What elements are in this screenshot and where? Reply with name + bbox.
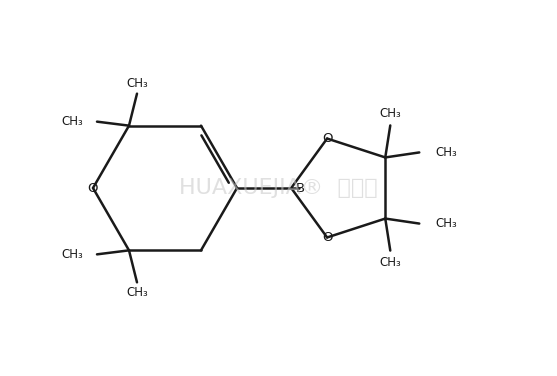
Text: CH₃: CH₃: [379, 107, 401, 120]
Text: CH₃: CH₃: [126, 286, 148, 299]
Text: HUAXUEJIA®  化学加: HUAXUEJIA® 化学加: [179, 178, 377, 198]
Text: CH₃: CH₃: [61, 248, 83, 261]
Text: O: O: [322, 231, 333, 244]
Text: B: B: [295, 182, 305, 194]
Text: CH₃: CH₃: [61, 115, 83, 128]
Text: CH₃: CH₃: [435, 146, 457, 159]
Text: CH₃: CH₃: [379, 256, 401, 269]
Text: O: O: [322, 132, 333, 145]
Text: CH₃: CH₃: [126, 77, 148, 90]
Text: O: O: [88, 182, 98, 194]
Text: CH₃: CH₃: [435, 217, 457, 230]
